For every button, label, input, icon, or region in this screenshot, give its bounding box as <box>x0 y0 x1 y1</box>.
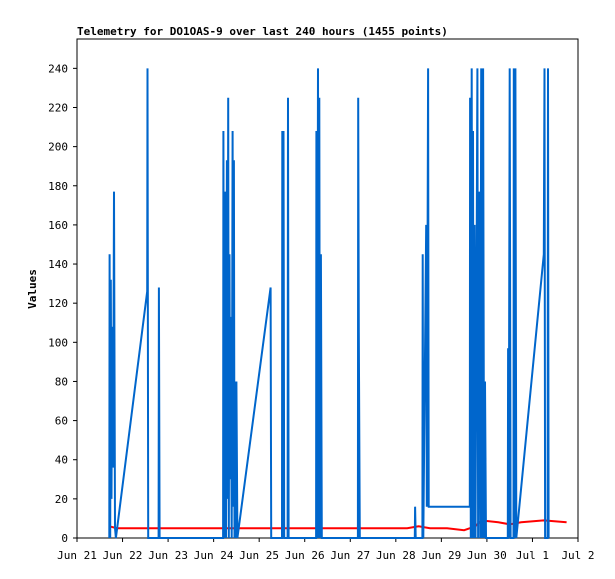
series-line-1 <box>108 68 550 539</box>
x-tick-label: Jun 29 <box>421 549 461 562</box>
x-tick-label: Jun 30 <box>467 549 507 562</box>
y-tick-label: 60 <box>55 415 68 428</box>
x-tick-label: Jun 23 <box>148 549 188 562</box>
x-tick-label: Jun 28 <box>376 549 416 562</box>
y-tick-label: 200 <box>48 141 68 154</box>
y-tick-label: 240 <box>48 62 68 75</box>
plot-area: 0 20 40 60 80 100 120 140 160 180 200 220 240 Jun 21… <box>48 38 595 562</box>
x-tick-label: Jul 2 <box>561 549 594 562</box>
x-tick-label: Jun 26 <box>285 549 325 562</box>
y-tick-label: 160 <box>48 219 68 232</box>
y-tick-label: 140 <box>48 258 68 271</box>
y-tick-label: 220 <box>48 101 68 114</box>
plot-frame <box>76 38 579 539</box>
y-tick-label: 100 <box>48 336 68 349</box>
y-tick-label: 80 <box>55 375 68 388</box>
y-tick-label: 40 <box>55 454 68 467</box>
x-tick-label: Jul 1 <box>516 549 549 562</box>
series-layer <box>108 68 567 539</box>
y-tick-label: 120 <box>48 297 68 310</box>
x-axis-ticks: Jun 21 Jun 22 Jun 23 Jun 24 Jun 25 Jun 26 Jun … <box>57 538 595 562</box>
y-axis-ticks: 0 20 40 60 80 100 120 140 160 180 200 220 240 <box>48 62 77 545</box>
y-axis-label: Values <box>26 269 39 309</box>
x-tick-label: Jun 25 <box>239 549 279 562</box>
x-tick-label: Jun 27 <box>330 549 370 562</box>
chart-title: Telemetry for DO1OAS-9 over last 240 hou… <box>77 25 448 38</box>
y-tick-label: 0 <box>61 532 68 545</box>
y-tick-label: 20 <box>55 493 68 506</box>
x-tick-label: Jun 22 <box>103 549 143 562</box>
series-line-0 <box>109 519 567 532</box>
y-tick-label: 180 <box>48 180 68 193</box>
x-tick-label: Jun 24 <box>194 549 234 562</box>
x-tick-label: Jun 21 <box>57 549 97 562</box>
